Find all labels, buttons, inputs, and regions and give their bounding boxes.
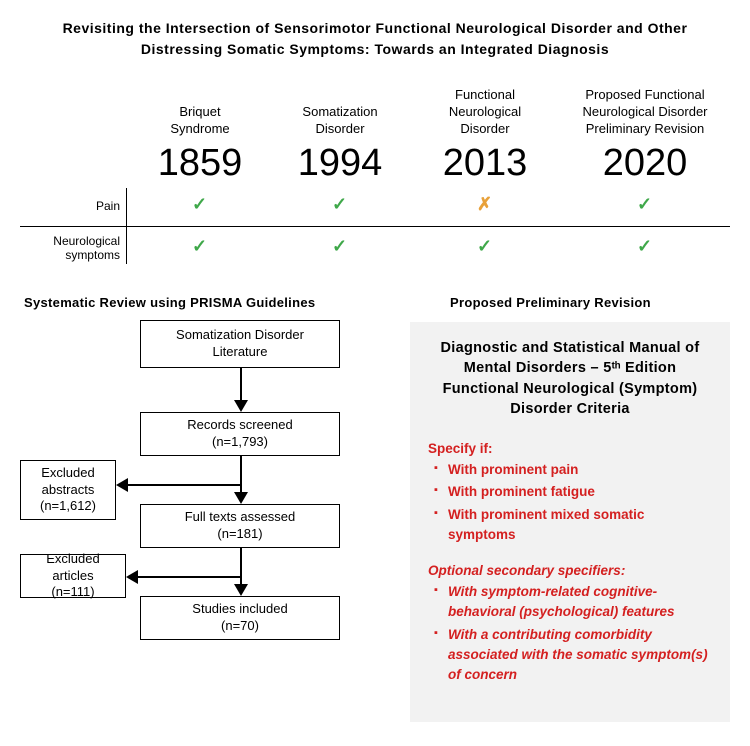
specify-item: With prominent mixed somatic symptoms [428,505,712,546]
timeline-col: Proposed Functional Neurological Disorde… [560,86,730,185]
cross-icon: ✗ [477,194,492,215]
revision-heading: Diagnostic and Statistical Manual of Men… [428,338,712,419]
timeline-col: Functional Neurological Disorder2013 [420,86,550,185]
specify-label: Specify if: [428,441,712,456]
optional-item: With symptom-related cognitive-behaviora… [428,582,712,623]
row-label-neuro: Neurological symptoms [20,234,120,262]
flow-box-included: Studies included (n=70) [140,596,340,640]
timeline-col-label: Proposed Functional Neurological Disorde… [560,86,730,138]
timeline-year: 2020 [560,142,730,185]
check-icon: ✓ [192,236,207,257]
check-icon: ✓ [332,236,347,257]
arrowhead-icon [234,584,248,596]
timeline-hline [20,226,730,227]
arrow [240,548,242,586]
arrowhead-icon [234,492,248,504]
section-left-label: Systematic Review using PRISMA Guideline… [24,295,315,310]
timeline-year: 1859 [140,142,260,185]
check-icon: ✓ [637,194,652,215]
timeline-col-label: Briquet Syndrome [140,86,260,138]
check-icon: ✓ [332,194,347,215]
timeline-col-label: Functional Neurological Disorder [420,86,550,138]
flow-box-excl_art: Excluded articles (n=111) [20,554,126,598]
specify-item: With prominent pain [428,460,712,480]
flow-box-fulltext: Full texts assessed (n=181) [140,504,340,548]
arrow [136,576,240,578]
row-label-pain: Pain [20,199,120,213]
optional-label: Optional secondary specifiers: [428,563,712,578]
flow-box-excl_abs: Excluded abstracts (n=1,612) [20,460,116,520]
timeline-col-label: Somatization Disorder [280,86,400,138]
timeline-year: 1994 [280,142,400,185]
revision-panel: Diagnostic and Statistical Manual of Men… [410,322,730,722]
specify-item: With prominent fatigue [428,482,712,502]
arrowhead-icon [126,570,138,584]
specify-list: With prominent painWith prominent fatigu… [428,460,712,545]
optional-list: With symptom-related cognitive-behaviora… [428,582,712,685]
timeline-col: Somatization Disorder1994 [280,86,400,185]
optional-item: With a contributing comorbidity associat… [428,625,712,686]
timeline: Pain Neurological symptoms Briquet Syndr… [20,86,730,264]
prisma-flow: Somatization Disorder Literature Records … [20,320,390,720]
timeline-col: Briquet Syndrome1859 [140,86,260,185]
arrow [240,368,242,402]
arrowhead-icon [116,478,128,492]
timeline-year: 2013 [420,142,550,185]
check-icon: ✓ [477,236,492,257]
arrowhead-icon [234,400,248,412]
page-title: Revisiting the Intersection of Sensorimo… [0,0,750,68]
section-right-label: Proposed Preliminary Revision [450,295,651,310]
check-icon: ✓ [637,236,652,257]
flow-box-screened: Records screened (n=1,793) [140,412,340,456]
check-icon: ✓ [192,194,207,215]
arrow [240,456,242,494]
arrow [126,484,240,486]
flow-box-lit: Somatization Disorder Literature [140,320,340,368]
